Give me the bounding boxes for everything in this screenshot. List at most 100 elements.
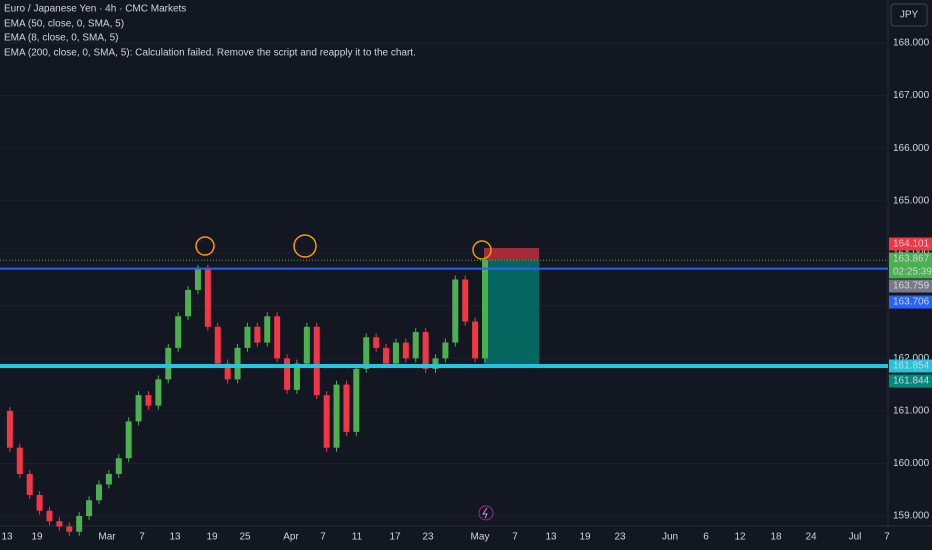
- candle-body: [432, 358, 439, 369]
- candle-body: [284, 358, 291, 390]
- x-tick-label: 7: [139, 532, 145, 543]
- price-tag-label: 163.706: [893, 297, 930, 308]
- candle-body: [105, 473, 112, 485]
- candle-body: [254, 326, 261, 343]
- price-tag: [889, 359, 932, 373]
- candle-body: [224, 363, 231, 380]
- candle-body: [373, 337, 380, 348]
- candle-body: [86, 500, 93, 516]
- indicator: EMA (50, close, 0, SMA, 5): [4, 19, 124, 30]
- x-tick-label: 12: [734, 532, 746, 543]
- candle-body: [6, 410, 13, 448]
- price-tag-label: 163.867: [893, 254, 930, 265]
- x-tick-label: Mar: [98, 532, 116, 543]
- candle-body: [412, 332, 419, 359]
- candle-body: [95, 484, 102, 501]
- high-marker: [293, 234, 317, 258]
- candle-body: [135, 395, 142, 422]
- y-tick-label: 165.000: [893, 195, 930, 206]
- x-tick-label: May: [471, 532, 490, 543]
- candle-body: [303, 326, 310, 364]
- x-tick-label: 18: [770, 532, 782, 543]
- x-tick-label: 17: [389, 532, 401, 543]
- x-tick-label: 13: [545, 532, 557, 543]
- candle-body: [363, 337, 370, 369]
- price-tag-label: 164.101: [893, 239, 930, 250]
- x-tick-label: Jul: [849, 532, 862, 543]
- candle-body: [472, 321, 479, 359]
- x-tick-label: 7: [320, 532, 326, 543]
- candle-body: [36, 494, 43, 511]
- y-tick-label: 161.000: [893, 406, 930, 417]
- candle-body: [264, 316, 271, 343]
- candle-body: [313, 326, 320, 396]
- y-tick-label: 162.000: [893, 353, 930, 364]
- candle-body: [26, 473, 33, 495]
- y-tick-label: 167.000: [893, 90, 930, 101]
- lightning: [482, 507, 488, 519]
- x-tick-label: 13: [1, 532, 13, 543]
- target-zone: [484, 260, 539, 367]
- candle-body: [185, 290, 192, 317]
- candle-body: [125, 421, 132, 459]
- candle-body: [333, 384, 340, 448]
- x-tick-label: 19: [579, 532, 591, 543]
- indicator: EMA (8, close, 0, SMA, 5): [4, 33, 118, 44]
- candle-body: [462, 279, 469, 322]
- price-tag: [889, 374, 932, 388]
- price-tag: [889, 279, 932, 293]
- candle-body: [204, 268, 211, 327]
- candle-body: [422, 332, 429, 369]
- currency-button[interactable]: [890, 3, 928, 27]
- candle-body: [343, 384, 350, 432]
- candle-body: [353, 368, 360, 432]
- y-tick-label: 159.000: [893, 511, 930, 522]
- candle-body: [442, 342, 449, 359]
- x-tick-label: 19: [206, 532, 218, 543]
- plot: [0, 42, 888, 536]
- x-tick-label: 23: [614, 532, 626, 543]
- x-tick-label: Apr: [283, 532, 299, 543]
- y-tick-label: 160.000: [893, 458, 930, 469]
- candle-body: [482, 260, 488, 359]
- stop-zone: [484, 247, 539, 261]
- event-icon[interactable]: [478, 505, 494, 521]
- x-tick-label: Jun: [662, 532, 678, 543]
- x-tick-label: 24: [805, 532, 817, 543]
- candle-body: [383, 347, 390, 364]
- candle-body: [175, 316, 182, 348]
- candle-body: [402, 342, 409, 359]
- indicator: EMA (200, close, 0, SMA, 5): Calculation…: [4, 48, 416, 59]
- x-tick-label: 13: [169, 532, 181, 543]
- price-tag: [889, 252, 932, 279]
- x-tick-label: 6: [703, 532, 709, 543]
- candle-body: [293, 363, 300, 390]
- x-tick-label: 25: [239, 532, 251, 543]
- price-tag: [889, 295, 932, 309]
- candle-body: [244, 326, 251, 348]
- price-tag-label: 161.854: [893, 361, 930, 372]
- candle-body: [16, 447, 23, 474]
- high-marker: [472, 240, 492, 260]
- countdown: 02:25:39: [893, 267, 932, 278]
- candle-body: [66, 526, 73, 532]
- x-tick-label: 19: [31, 532, 43, 543]
- candle-body: [234, 347, 241, 380]
- candle-body: [46, 510, 53, 522]
- candle-body: [274, 316, 281, 359]
- candle-body: [323, 395, 330, 448]
- x-tick-label: 7: [512, 532, 518, 543]
- currency[interactable]: JPY: [900, 10, 919, 21]
- x-tick-label: 11: [352, 532, 363, 543]
- candle-body: [452, 279, 459, 343]
- y-tick-label: 168.000: [893, 38, 930, 49]
- candle-body: [145, 395, 152, 406]
- candle-body: [194, 268, 201, 291]
- price-tag: [889, 237, 932, 251]
- candle-body: [76, 516, 83, 532]
- x-tick-label: 7: [884, 532, 890, 543]
- candle-body: [214, 326, 221, 364]
